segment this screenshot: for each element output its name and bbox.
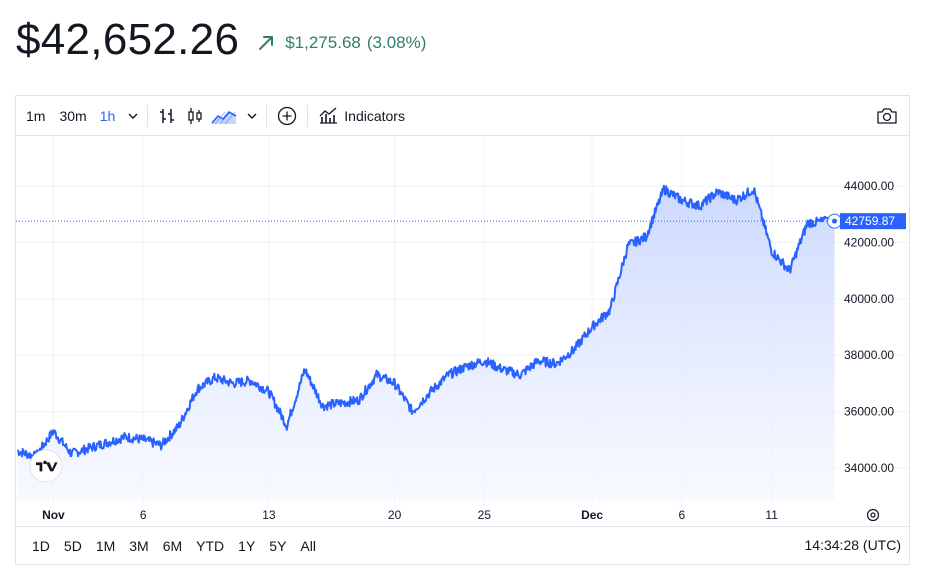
change-value: $1,275.68 xyxy=(285,33,361,52)
x-tick-label: 20 xyxy=(388,508,402,522)
price-change: $1,275.68 (3.08%) xyxy=(257,33,426,53)
interval-1m-button[interactable]: 1m xyxy=(26,107,46,124)
camera-icon[interactable] xyxy=(875,102,899,130)
y-tick-label: 42000.00 xyxy=(844,236,894,250)
add-circle-icon[interactable] xyxy=(273,102,301,130)
range-bar: 1D 5D 1M 3M 6M YTD 1Y 5Y All 14:34:28 (U… xyxy=(16,526,909,564)
y-tick-label: 34000.00 xyxy=(844,461,894,475)
chart-area[interactable]: 44000.00 42000.00 40000.00 38000.00 36000.00… xyxy=(16,136,909,526)
range-5y-button[interactable]: 5Y xyxy=(269,537,287,554)
y-axis: 44000.00 42000.00 40000.00 38000.00 36000.00… xyxy=(844,179,894,475)
last-price-dot xyxy=(832,218,838,224)
current-price: $42,652.26 xyxy=(16,15,240,64)
toolbar-divider xyxy=(307,104,309,127)
marker-layer: 42759.87 xyxy=(16,213,906,483)
chart-type-chevron-icon[interactable] xyxy=(244,102,260,130)
last-price-tag xyxy=(840,213,906,230)
x-tick-label: 25 xyxy=(478,508,492,522)
x-tick-label: 6 xyxy=(679,508,686,522)
utc-clock: 14:34:28 (UTC) xyxy=(804,537,901,553)
indicators-button[interactable]: Indicators xyxy=(318,102,405,130)
last-price-label: 42759.87 xyxy=(845,214,895,228)
indicators-label: Indicators xyxy=(344,107,405,124)
bars-icon[interactable] xyxy=(154,102,180,130)
y-tick-label: 38000.00 xyxy=(844,348,894,362)
change-percent: (3.08%) xyxy=(366,33,427,52)
area-icon[interactable] xyxy=(210,102,238,130)
x-tick-label: Nov xyxy=(42,508,65,522)
x-tick-label: 13 xyxy=(262,508,276,522)
x-axis: Nov 6 13 20 25 Dec 6 11 xyxy=(42,508,880,522)
x-tick-label: Dec xyxy=(581,508,603,522)
toolbar-divider xyxy=(266,104,268,127)
price-header: $42,652.26 $1,275.68 (3.08%) xyxy=(16,12,426,68)
interval-30m-button[interactable]: 30m xyxy=(59,107,87,124)
x-tick-label: 6 xyxy=(140,508,147,522)
candles-icon[interactable] xyxy=(182,102,208,130)
range-ytd-button[interactable]: YTD xyxy=(196,537,225,554)
area-layer xyxy=(17,184,835,501)
interval-1h-button[interactable]: 1h xyxy=(99,107,116,124)
tradingview-logo[interactable] xyxy=(29,449,63,483)
y-tick-label: 44000.00 xyxy=(844,179,894,193)
toolbar-divider xyxy=(147,104,149,127)
indicators-icon xyxy=(319,107,338,124)
chart-widget: 1m 30m 1h Indicators xyxy=(15,95,910,565)
x-tick-label: 11 xyxy=(765,508,778,522)
range-1m-button[interactable]: 1M xyxy=(95,537,116,554)
y-tick-label: 40000.00 xyxy=(844,292,894,306)
chevron-down-icon[interactable] xyxy=(125,102,141,130)
y-tick-label: 36000.00 xyxy=(844,405,894,419)
price-chart[interactable]: 44000.00 42000.00 40000.00 38000.00 36000.00… xyxy=(16,136,909,526)
chart-toolbar: 1m 30m 1h Indicators xyxy=(16,96,909,136)
series-area xyxy=(17,185,835,501)
range-all-button[interactable]: All xyxy=(300,537,316,554)
axis-settings-icon[interactable] xyxy=(866,508,880,522)
arrow-up-right-icon xyxy=(259,36,274,50)
range-1d-button[interactable]: 1D xyxy=(32,537,50,554)
range-6m-button[interactable]: 6M xyxy=(162,537,183,554)
series-line xyxy=(17,184,835,462)
range-5d-button[interactable]: 5D xyxy=(63,537,82,554)
range-1y-button[interactable]: 1Y xyxy=(238,537,256,554)
range-3m-button[interactable]: 3M xyxy=(129,537,149,554)
